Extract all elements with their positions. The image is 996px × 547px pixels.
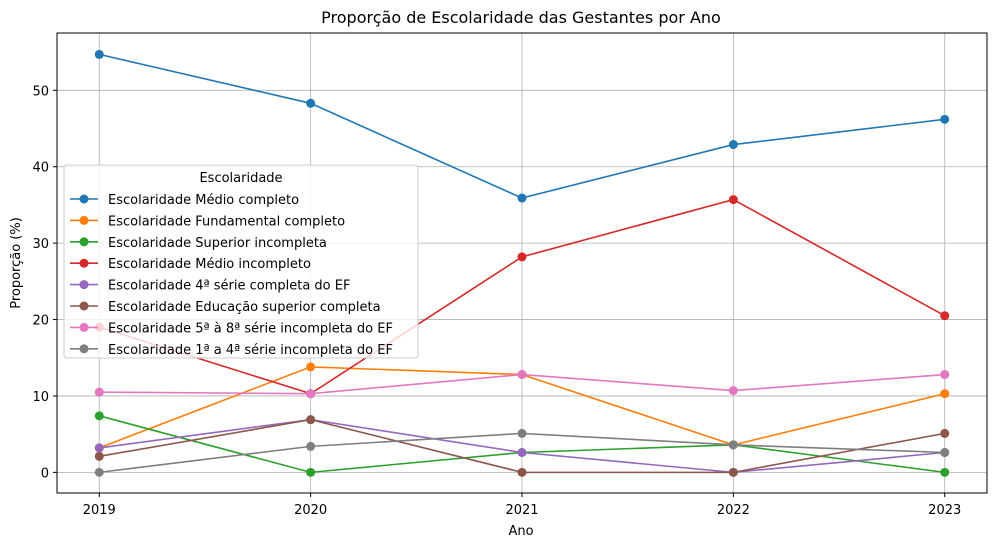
legend-marker — [79, 344, 89, 354]
series-8 — [94, 428, 950, 477]
data-point — [728, 386, 738, 396]
data-point — [94, 467, 104, 477]
data-point — [94, 411, 104, 421]
legend-marker — [79, 322, 89, 332]
legend-item: Escolaridade 5ª à 8ª série incompleta do… — [70, 321, 393, 336]
series-7 — [94, 370, 950, 399]
chart-title: Proporção de Escolaridade das Gestantes … — [321, 8, 721, 27]
data-point — [306, 389, 316, 399]
data-point — [940, 114, 950, 124]
data-point — [94, 49, 104, 59]
y-tick-label: 30 — [32, 237, 49, 252]
data-point — [306, 415, 316, 425]
data-point — [517, 252, 527, 262]
legend-item: Escolaridade Médio incompleto — [70, 257, 311, 272]
y-tick-label: 0 — [41, 466, 49, 481]
x-tick-label: 2019 — [83, 503, 116, 518]
legend-label: Escolaridade 5ª à 8ª série incompleta do… — [108, 321, 393, 336]
legend-item: Escolaridade Superior incompleta — [70, 236, 327, 251]
ticks: 2019 2020 2021 2022 2023 0 10 20 30 40 50 — [32, 84, 961, 518]
data-point — [940, 389, 950, 399]
legend-item: Escolaridade Fundamental completo — [70, 214, 345, 229]
legend-item: Escolaridade Educação superior completa — [70, 300, 381, 315]
legend-item: Escolaridade Médio completo — [70, 193, 299, 208]
y-tick-label: 20 — [32, 314, 49, 329]
legend-marker — [79, 301, 89, 311]
legend-label: Escolaridade Educação superior completa — [108, 300, 381, 315]
legend-marker — [79, 194, 89, 204]
legend: Escolaridade Escolaridade Médio completo… — [63, 164, 419, 359]
legend-box — [63, 164, 419, 359]
data-point — [517, 428, 527, 438]
x-tick-label: 2022 — [717, 503, 750, 518]
data-point — [728, 467, 738, 477]
data-point — [940, 448, 950, 458]
data-point — [940, 467, 950, 477]
data-point — [517, 467, 527, 477]
data-point — [728, 140, 738, 150]
legend-item: Escolaridade 4ª série completa do EF — [70, 279, 350, 294]
x-axis-label: Ano — [508, 524, 533, 539]
y-tick-label: 50 — [32, 84, 49, 99]
legend-label: Escolaridade Médio incompleto — [108, 257, 311, 272]
x-tick-label: 2023 — [928, 503, 961, 518]
data-point — [306, 362, 316, 372]
y-axis-label: Proporção (%) — [9, 217, 24, 309]
data-point — [306, 98, 316, 108]
data-point — [306, 467, 316, 477]
data-point — [940, 428, 950, 438]
data-point — [94, 443, 104, 453]
legend-label: Escolaridade Superior incompleta — [108, 236, 327, 251]
legend-marker — [79, 258, 89, 268]
data-point — [728, 440, 738, 450]
legend-marker — [79, 215, 89, 225]
data-point — [306, 441, 316, 451]
legend-item: Escolaridade 1ª a 4ª série incompleta do… — [70, 343, 393, 358]
x-tick-label: 2021 — [505, 503, 538, 518]
y-tick-label: 10 — [32, 390, 49, 405]
series-6 — [94, 415, 950, 477]
data-point — [940, 370, 950, 380]
data-point — [728, 195, 738, 205]
legend-marker — [79, 280, 89, 290]
series-layer — [94, 49, 950, 477]
data-point — [517, 370, 527, 380]
data-point — [517, 448, 527, 458]
data-point — [94, 451, 104, 461]
legend-items: Escolaridade Médio completo Escolaridade … — [70, 193, 393, 358]
legend-title: Escolaridade — [199, 171, 282, 186]
legend-label: Escolaridade 1ª a 4ª série incompleta do… — [108, 343, 393, 358]
x-tick-label: 2020 — [294, 503, 327, 518]
y-tick-label: 40 — [32, 161, 49, 176]
data-point — [940, 311, 950, 321]
legend-label: Escolaridade Fundamental completo — [108, 214, 345, 229]
legend-label: Escolaridade 4ª série completa do EF — [108, 279, 350, 294]
data-point — [94, 387, 104, 397]
legend-marker — [79, 237, 89, 247]
series-1 — [94, 49, 950, 203]
legend-label: Escolaridade Médio completo — [108, 193, 299, 208]
data-point — [517, 193, 527, 203]
